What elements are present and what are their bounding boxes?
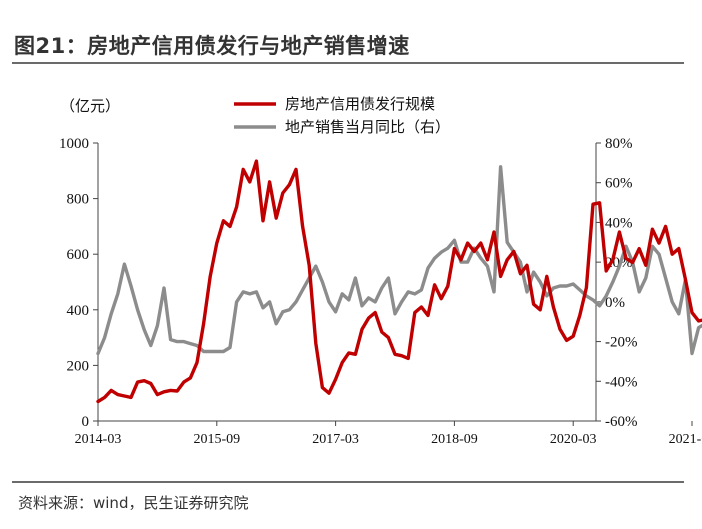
right-tick-label: 40% [605, 215, 633, 231]
left-tick-label: 400 [67, 303, 90, 319]
right-tick-label: -60% [605, 414, 638, 430]
x-tick-label: 2020-03 [550, 432, 597, 447]
sales-yoy-series-line [96, 165, 702, 356]
right-tick-label: 60% [605, 176, 633, 192]
left-tick-label: 600 [67, 247, 90, 263]
left-axis-unit-label: （亿元） [60, 97, 120, 115]
left-tick-label: 0 [82, 414, 90, 430]
legend-entry-label: 地产销售当月同比（右） [285, 118, 450, 136]
left-tick-label: 800 [67, 192, 90, 208]
credit-bond-issuance-series-line [96, 159, 702, 404]
x-tick-label: 2014-03 [75, 432, 122, 447]
right-tick-label: -20% [605, 335, 638, 351]
x-tick-label: 2021-09 [669, 432, 702, 447]
x-tick-label: 2017-03 [312, 432, 359, 447]
dual-axis-line-chart: 02004006008001000-60%-40%-20%0%20%40%60%… [59, 95, 702, 447]
right-tick-label: 80% [605, 136, 633, 152]
x-tick-label: 2015-09 [193, 432, 240, 447]
figure-title: 图21：房地产信用债发行与地产销售增速 [14, 34, 410, 58]
right-tick-label: -40% [605, 374, 638, 390]
left-tick-label: 1000 [59, 136, 89, 152]
x-tick-label: 2018-09 [431, 432, 478, 447]
chart-axes: 02004006008001000-60%-40%-20%0%20%40%60%… [59, 136, 702, 447]
left-tick-label: 200 [67, 358, 90, 374]
legend-entry-label: 房地产信用债发行规模 [285, 95, 435, 113]
source-note: 资料来源：wind，民生证券研究院 [18, 494, 249, 512]
right-tick-label: 0% [605, 295, 625, 311]
series-layer [96, 159, 702, 404]
title-divider [12, 62, 684, 64]
footer-divider [12, 481, 684, 483]
